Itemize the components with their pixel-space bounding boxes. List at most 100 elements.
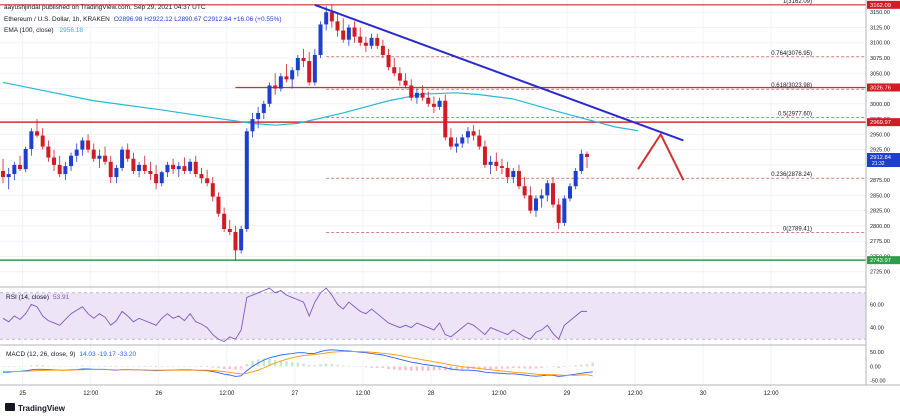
price-label-bg [867, 256, 900, 265]
macd-histogram-bar [347, 365, 351, 367]
candle-body [318, 24, 323, 55]
macd-histogram-bar [143, 366, 146, 367]
macd-histogram-bar [495, 366, 498, 369]
candle-body [414, 92, 419, 98]
macd-histogram-bar [154, 366, 158, 367]
price-tick-label: 3150.00 [870, 10, 890, 16]
price-tick-label: 2875.00 [870, 178, 890, 184]
macd-histogram-bar [574, 365, 577, 367]
candle-body [148, 170, 153, 175]
candle-body [273, 85, 278, 89]
macd-histogram-bar [81, 365, 84, 367]
macd-histogram-bar [438, 366, 441, 371]
macd-histogram-bar [410, 366, 413, 371]
candle-body [193, 161, 198, 175]
candle-body [131, 158, 136, 171]
candle-body [205, 178, 210, 184]
macd-histogram-bar [7, 366, 10, 367]
macd-histogram-bar [262, 358, 266, 367]
candle-body [80, 140, 85, 150]
candle-body [103, 155, 108, 162]
macd-histogram-bar [13, 366, 16, 367]
macd-histogram-bar [166, 366, 169, 367]
candle-body [568, 186, 572, 199]
macd-histogram-bar [302, 363, 305, 367]
candle-body [267, 85, 272, 104]
macd-histogram-bar [47, 365, 50, 367]
candle-body [40, 135, 45, 147]
price-tick-label: 2925.00 [870, 148, 890, 154]
candle-body [324, 12, 329, 25]
candle-body [562, 198, 567, 223]
rsi-tick-label: 40.00 [870, 326, 884, 332]
macd-histogram-bar [211, 366, 214, 368]
candle-body [386, 54, 391, 68]
macd-histogram-bar [580, 364, 583, 367]
candle-body [69, 155, 74, 167]
macd-tick-label: 50.00 [870, 350, 884, 356]
price-tick-label: 3125.00 [870, 25, 890, 31]
macd-legend-values: 14.03 -19.17 -33.20 [79, 351, 136, 358]
ema-line [2, 81, 639, 132]
macd-histogram-bar [585, 364, 589, 367]
candle-body [159, 172, 164, 184]
candle-body [52, 157, 57, 165]
candle-body [403, 80, 408, 86]
candle-body [63, 166, 68, 175]
candle-body [550, 183, 555, 205]
price-tick-label: 2825.00 [870, 209, 890, 215]
time-tick-label: 12:00 [628, 391, 644, 397]
macd-histogram-bar [285, 361, 288, 367]
price-label-text: 2969.97 [870, 120, 891, 126]
macd-histogram-bar [529, 366, 532, 369]
candle-body [477, 135, 482, 147]
macd-histogram-bar [183, 366, 186, 367]
tradingview-logo[interactable]: TradingView [5, 403, 66, 413]
macd-histogram-bar [205, 366, 209, 367]
candle-body [108, 161, 113, 178]
macd-legend: MACD (12, 26, close, 9) 14.03 -19.17 -33.… [6, 351, 136, 358]
macd-histogram-bar [330, 364, 334, 367]
candle-body [125, 149, 130, 159]
candle-body [358, 36, 363, 43]
fib-level-label: 0.236(2878.24) [771, 172, 812, 178]
candle-body [465, 131, 470, 138]
price-label-bg [867, 118, 900, 127]
candle-body [392, 67, 397, 74]
macd-histogram-bar [364, 366, 368, 368]
candle-body [579, 153, 584, 171]
tradingview-logo-icon [5, 403, 15, 411]
price-tick-label: 2800.00 [870, 224, 890, 230]
symbol-title: Ethereum / U.S. Dollar, 1h, KRAKEN [4, 16, 110, 23]
candle-body [182, 166, 187, 171]
candle-body [511, 170, 516, 178]
macd-histogram-bar [1, 366, 5, 367]
fib-level-label: 0.764(3076.95) [771, 51, 812, 57]
macd-histogram-bar [353, 366, 356, 367]
candle-body [539, 195, 544, 199]
macd-histogram-bar [290, 362, 294, 367]
macd-histogram-bar [149, 366, 152, 367]
candle-body [346, 27, 351, 40]
price-pane: 1(3162.09) 0.764(3076.95) 0.618(3023.98) 0.… [0, 0, 866, 261]
rsi-band [0, 292, 866, 340]
candle-body [352, 27, 357, 37]
price-tick-label: 2775.00 [870, 239, 890, 245]
candle-body [278, 76, 283, 89]
candle-body [137, 164, 142, 171]
candle-body [35, 131, 40, 136]
candle-body [301, 58, 306, 62]
time-tick-label: 12:00 [491, 391, 507, 397]
macd-histogram-bar [64, 366, 67, 367]
macd-histogram-bar [239, 366, 243, 369]
candle-body [307, 61, 312, 83]
candle-body [6, 174, 11, 178]
candle-body [199, 174, 204, 179]
candle-body [312, 54, 317, 83]
candle-body [369, 37, 374, 46]
macd-histogram-bar [517, 366, 521, 369]
candle-body [335, 21, 340, 31]
macd-histogram-bar [18, 366, 22, 367]
macd-histogram-bar [506, 366, 509, 369]
macd-histogram-bar [512, 366, 515, 369]
